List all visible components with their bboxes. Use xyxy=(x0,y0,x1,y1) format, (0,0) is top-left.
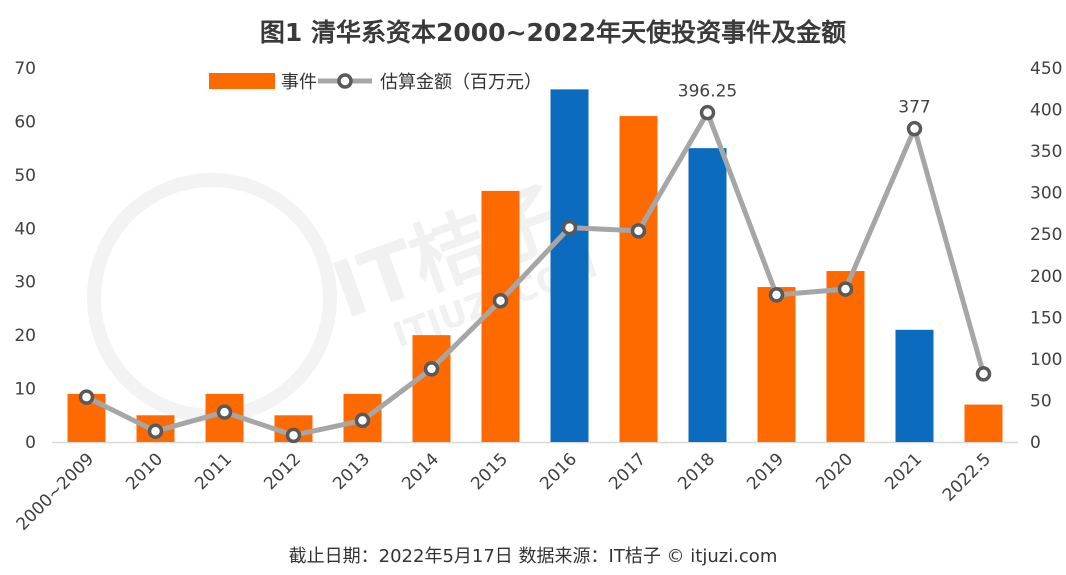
line-point-amount xyxy=(699,104,716,121)
right-axis-tick-label: 350 xyxy=(1030,142,1062,162)
line-point-amount xyxy=(768,287,785,303)
source-note: 截止日期：2022年5月17日 数据来源：IT桔子 © itjuzi.com xyxy=(289,546,778,567)
left-axis-tick-label: 40 xyxy=(14,219,36,239)
right-axis-tick-label: 400 xyxy=(1030,101,1062,121)
bar-events xyxy=(826,271,865,442)
line-amount xyxy=(85,110,986,438)
line-point-amount xyxy=(78,389,95,405)
bar-events xyxy=(688,148,727,442)
chart-title: 图1 清华系资本2000~2022年天使投资事件及金额 xyxy=(260,18,846,47)
x-axis-tick-label: 2017 xyxy=(605,449,650,494)
x-axis-tick-label: 2013 xyxy=(329,449,374,494)
right-axis-tick-label: 100 xyxy=(1030,350,1062,370)
left-axis-tick-label: 60 xyxy=(14,112,36,132)
right-axis-tick-label: 50 xyxy=(1030,391,1052,411)
data-label-amount: 396.25 xyxy=(678,82,737,102)
line-point-amount xyxy=(285,427,302,444)
amount-line xyxy=(78,104,992,444)
x-axis-tick-label: 2019 xyxy=(743,449,788,494)
left-axis: 0 10 20 30 40 50 60 70 xyxy=(14,59,36,453)
legend-bar-swatch xyxy=(209,73,275,89)
x-axis-tick-label: 2020 xyxy=(812,449,857,494)
data-label-amount: 377 xyxy=(898,98,930,118)
right-axis-tick-label: 250 xyxy=(1030,225,1062,245)
data-labels: 396.25 377 xyxy=(678,82,931,118)
right-axis-tick-label: 0 xyxy=(1030,433,1041,453)
line-point-amount xyxy=(216,404,233,420)
right-axis-tick-label: 300 xyxy=(1030,184,1062,204)
x-axis-tick-label: 2011 xyxy=(191,449,236,494)
line-point-amount xyxy=(492,292,509,309)
x-axis-tick-label: 2022.5 xyxy=(939,449,995,505)
bar-events xyxy=(412,335,451,442)
left-axis-tick-label: 10 xyxy=(14,380,36,400)
line-point-amount xyxy=(975,366,992,382)
right-axis-tick-label: 200 xyxy=(1030,267,1062,287)
x-axis-tick-label: 2014 xyxy=(398,449,443,494)
bar-events xyxy=(895,329,934,442)
left-axis-tick-label: 20 xyxy=(14,326,36,346)
x-axis-tick-label: 2015 xyxy=(467,449,512,494)
legend-bar-label: 事件 xyxy=(281,72,317,93)
line-point-amount xyxy=(906,120,923,137)
line-point-amount xyxy=(561,219,578,236)
line-point-amount xyxy=(837,281,854,297)
bar-events xyxy=(619,116,658,442)
right-axis-tick-label: 450 xyxy=(1030,59,1062,79)
x-axis-tick-label: 2010 xyxy=(122,449,167,494)
left-axis-tick-label: 50 xyxy=(14,166,36,186)
left-axis-tick-label: 30 xyxy=(14,273,36,293)
x-axis-tick-label: 2018 xyxy=(674,449,719,494)
legend-line-marker xyxy=(337,73,353,89)
right-axis: 0 50 100 150 200 250 300 350 400 450 xyxy=(1030,59,1062,453)
bar-events xyxy=(757,287,796,442)
x-axis-tick-label: 2012 xyxy=(260,449,305,494)
x-axis-tick-label: 2000~2009 xyxy=(13,449,98,534)
x-axis: 2000~2009 2010 2011 2012 2013 2014 2015 2016 201… xyxy=(13,441,1018,535)
x-axis-tick-label: 2016 xyxy=(536,449,581,494)
line-point-amount xyxy=(423,361,440,377)
watermark-logo xyxy=(87,173,337,423)
line-point-amount xyxy=(147,423,164,439)
legend: 事件 估算金额（百万元） xyxy=(209,72,542,93)
legend-line-label: 估算金额（百万元） xyxy=(380,72,542,93)
left-axis-tick-label: 0 xyxy=(25,433,36,453)
bar-events xyxy=(964,404,1003,442)
watermark: IT桔子 ITJUZI.COM xyxy=(87,171,603,423)
bar-events xyxy=(550,89,589,442)
right-axis-tick-label: 150 xyxy=(1030,308,1062,328)
x-axis-tick-label: 2021 xyxy=(881,449,926,494)
left-axis-tick-label: 70 xyxy=(14,59,36,79)
line-point-amount xyxy=(630,223,647,239)
line-point-amount xyxy=(354,412,371,429)
